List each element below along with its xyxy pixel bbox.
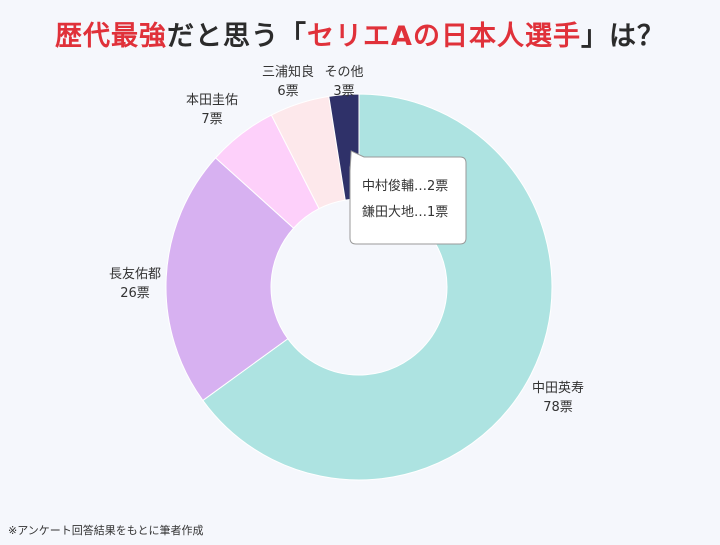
slice-label-name-4: その他 <box>324 65 363 80</box>
slice-label-name-3: 三浦知良 <box>262 64 314 80</box>
slice-label-value-1: 26票 <box>120 286 150 301</box>
chart-title: 歴代最強だと思う「セリエAの日本人選手」は？ <box>0 14 720 53</box>
slices-group <box>165 93 553 481</box>
callout-item-0: 中村俊輔…2票 <box>362 179 448 194</box>
slice-label-value-4: 3票 <box>333 84 354 99</box>
slice-label-name-2: 本田圭佑 <box>186 93 238 108</box>
slice-label-value-3: 6票 <box>277 84 298 99</box>
labels-group: 中田英寿 78票 長友佑都 26票 本田圭佑 7票 三浦知良 6票 その他 3票 <box>109 64 584 415</box>
title-part-3: セリエAの日本人選手 <box>307 21 581 52</box>
slice-label-name-1: 長友佑都 <box>109 266 161 282</box>
callout-pointer <box>349 150 365 172</box>
title-part-4: 」は？ <box>580 21 665 52</box>
callout-frame <box>349 156 467 245</box>
footnote: ※アンケート回答結果をもとに筆者作成 <box>8 524 204 537</box>
title-part-2: だと思う「 <box>167 21 308 52</box>
title-part-1: 歴代最強 <box>55 21 168 52</box>
slice-1 <box>165 157 295 402</box>
slice-label-name-0: 中田英寿 <box>532 381 584 396</box>
slice-label-value-0: 78票 <box>543 400 573 415</box>
callout-item-1: 鎌田大地…1票 <box>362 205 448 220</box>
slice-label-value-2: 7票 <box>201 112 222 127</box>
